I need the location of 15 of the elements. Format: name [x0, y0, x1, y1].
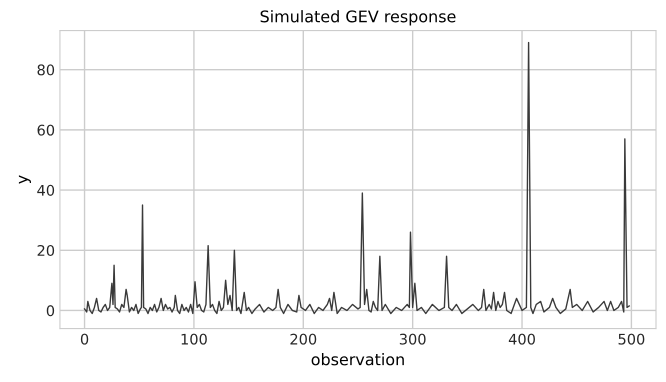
y-tick-label: 20	[38, 244, 54, 256]
y-tick-label: 80	[38, 64, 54, 76]
y-tick-label: 40	[37, 184, 54, 196]
chart-title: Simulated GEV response	[260, 10, 456, 26]
x-tick-label: 100	[182, 334, 207, 345]
x-tick-label: 0	[80, 334, 88, 345]
x-tick-label: 200	[290, 334, 316, 345]
y-axis-title: y	[18, 175, 31, 184]
y-tick-label: 60	[38, 124, 54, 136]
x-tick-label: 300	[400, 334, 426, 345]
x-axis-title: observation	[312, 353, 404, 366]
line-series	[84, 42, 630, 314]
x-tick-label: 400	[508, 334, 535, 345]
y-tick-label: 0	[46, 305, 54, 316]
x-tick-label: 500	[618, 334, 644, 345]
